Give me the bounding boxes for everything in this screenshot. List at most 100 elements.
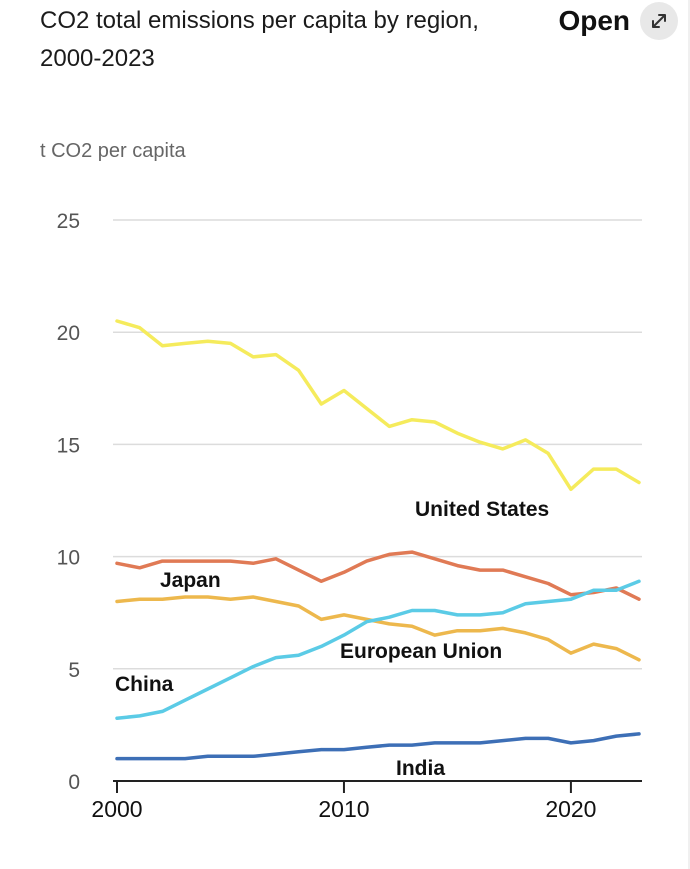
data-point-united-states-2014	[433, 421, 436, 424]
data-point-china-2020	[569, 598, 572, 601]
data-point-united-states-2001	[138, 326, 141, 329]
series-label-united-states: United States	[415, 498, 549, 521]
data-point-japan-2010	[343, 571, 346, 574]
data-point-european-union-2001	[138, 598, 141, 601]
data-point-european-union-2022	[615, 647, 618, 650]
data-point-united-states-2010	[343, 389, 346, 392]
data-point-india-2008	[297, 750, 300, 753]
data-point-japan-2006	[252, 562, 255, 565]
data-point-india-2007	[274, 753, 277, 756]
x-tick-label-2010: 2010	[318, 796, 369, 822]
data-point-japan-2020	[569, 593, 572, 596]
data-point-india-2003	[184, 757, 187, 760]
data-point-european-union-2018	[524, 631, 527, 634]
data-point-china-2014	[433, 609, 436, 612]
data-point-india-2023	[638, 732, 641, 735]
x-tick-label-2000: 2000	[91, 796, 142, 822]
data-point-india-2022	[615, 735, 618, 738]
y-tick-label-20: 20	[57, 322, 80, 345]
data-point-japan-2018	[524, 575, 527, 578]
data-point-japan-2001	[138, 566, 141, 569]
series-line-india	[115, 732, 641, 761]
data-point-european-union-2008	[297, 605, 300, 608]
data-point-japan-2008	[297, 569, 300, 572]
chart-title: CO2 total emissions per capita by region…	[40, 7, 479, 72]
data-point-united-states-2022	[615, 468, 618, 471]
data-point-japan-2005	[229, 560, 232, 563]
data-point-china-2023	[638, 580, 641, 583]
data-point-united-states-2019	[547, 452, 550, 455]
data-point-china-2022	[615, 589, 618, 592]
data-point-china-2003	[184, 699, 187, 702]
series-label-india: India	[396, 757, 445, 780]
data-point-india-2011	[365, 746, 368, 749]
data-point-european-union-2006	[252, 596, 255, 599]
data-point-european-union-2003	[184, 596, 187, 599]
data-point-japan-2007	[274, 557, 277, 560]
right-edge-divider	[688, 0, 690, 869]
data-point-india-2000	[116, 757, 119, 760]
open-button[interactable]: Open	[558, 2, 678, 40]
open-label: Open	[558, 5, 630, 36]
data-point-india-2014	[433, 741, 436, 744]
data-point-china-2018	[524, 602, 527, 605]
series-line-japan	[115, 550, 641, 601]
data-point-united-states-2016	[479, 441, 482, 444]
data-point-india-2018	[524, 737, 527, 740]
data-point-japan-2003	[184, 560, 187, 563]
data-point-india-2013	[411, 744, 414, 747]
data-point-united-states-2023	[638, 481, 641, 484]
data-point-china-2000	[116, 717, 119, 720]
data-point-china-2013	[411, 609, 414, 612]
y-tick-label-0: 0	[68, 771, 80, 794]
expand-icon[interactable]	[640, 2, 678, 40]
series-label-china: China	[115, 673, 174, 696]
data-point-european-union-2004	[206, 596, 209, 599]
data-point-united-states-2008	[297, 369, 300, 372]
y-tick-label-5: 5	[68, 659, 80, 682]
data-point-japan-2017	[501, 569, 504, 572]
data-point-united-states-2013	[411, 418, 414, 421]
data-point-china-2002	[161, 710, 164, 713]
data-point-india-2019	[547, 737, 550, 740]
y-axis-label: t CO2 per capita	[40, 140, 186, 162]
data-point-china-2019	[547, 600, 550, 603]
data-point-united-states-2000	[116, 320, 119, 323]
data-point-china-2016	[479, 613, 482, 616]
data-point-united-states-2005	[229, 342, 232, 345]
data-point-european-union-2014	[433, 634, 436, 637]
data-point-united-states-2002	[161, 344, 164, 347]
data-point-united-states-2015	[456, 432, 459, 435]
data-point-japan-2014	[433, 557, 436, 560]
data-point-united-states-2021	[592, 468, 595, 471]
data-point-india-2004	[206, 755, 209, 758]
data-point-china-2007	[274, 656, 277, 659]
data-point-united-states-2009	[320, 403, 323, 406]
data-point-japan-2004	[206, 560, 209, 563]
data-point-china-2004	[206, 688, 209, 691]
data-point-united-states-2018	[524, 438, 527, 441]
data-point-india-2010	[343, 748, 346, 751]
data-point-china-2021	[592, 589, 595, 592]
data-point-china-2009	[320, 645, 323, 648]
y-tick-label-25: 25	[57, 210, 80, 233]
data-point-india-2002	[161, 757, 164, 760]
series-line-united-states	[115, 319, 641, 492]
data-point-united-states-2007	[274, 353, 277, 356]
data-point-european-union-2013	[411, 625, 414, 628]
data-point-european-union-2023	[638, 658, 641, 661]
data-point-japan-2009	[320, 580, 323, 583]
series-label-european-union: European Union	[340, 640, 502, 663]
data-point-united-states-2004	[206, 340, 209, 343]
y-tick-label-15: 15	[57, 434, 80, 457]
data-point-india-2020	[569, 741, 572, 744]
data-point-european-union-2002	[161, 598, 164, 601]
series-line-china	[115, 579, 641, 720]
data-point-united-states-2020	[569, 488, 572, 491]
data-point-china-2012	[388, 616, 391, 619]
data-point-japan-2013	[411, 551, 414, 554]
data-point-india-2012	[388, 744, 391, 747]
data-point-european-union-2009	[320, 618, 323, 621]
data-point-india-2016	[479, 741, 482, 744]
